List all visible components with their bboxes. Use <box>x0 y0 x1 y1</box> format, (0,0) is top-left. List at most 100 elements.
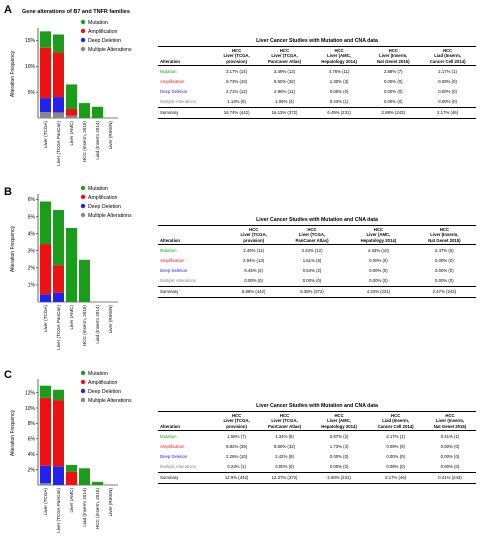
table-row: Amplification 9.73% (43) 8.60% (32) 1.30% (… <box>158 76 476 86</box>
table-row: Mutation 3.17% (14) 3.49% (13) 4.76% (11) 2.… <box>158 66 476 77</box>
table-cell: 0.00% (0) <box>435 257 454 263</box>
summary-cell: 2.17% (46) <box>419 106 476 119</box>
table-cell: 0.00% (0) <box>383 89 403 95</box>
bar-segment-mutation <box>79 468 90 485</box>
chart-c: Alteration Frequency 2% 4% 6% 8% 10% 12% Liver … <box>10 370 132 533</box>
y-tick-label: 6% <box>28 197 36 203</box>
y-tick-label: 5% <box>28 90 36 96</box>
bar-segment-amplification <box>53 52 64 98</box>
bar-segment-multiple <box>40 112 51 118</box>
legend-label: Deep Deletion <box>88 38 121 44</box>
table-cell: 1.73% (4) <box>329 443 349 449</box>
table-cell: 0.00% (0) <box>383 78 403 84</box>
y-tick-label: 4% <box>28 231 36 237</box>
table-cell: 1.30% (3) <box>329 78 349 84</box>
table-c: Liver Cancer Studies with Mutation and C… <box>158 403 476 485</box>
column-header: HCC Liver (AMC, Hepatology 2014) <box>310 46 368 67</box>
row-label: Mutation <box>160 433 177 439</box>
table-cell: 0.00% (0) <box>275 464 294 470</box>
legend-label: Deep Deletion <box>88 389 121 395</box>
table-row: Deep Deletion 0.45% (2) 0.54% (2) 0.00% (0)… <box>158 265 476 275</box>
bar-segment-amplification <box>53 400 64 467</box>
table-row: Multiple Alterations 0.23% (1) 0.00% (0) 0.… <box>158 462 476 473</box>
table-cell: 0.00% (0) <box>440 443 460 449</box>
table-cell: 1.13% (5) <box>227 99 246 105</box>
x-tick-label: Liver (RIKEN) <box>108 305 113 334</box>
row-label: Mutation <box>160 68 177 74</box>
x-tick-label: Liver (TCGA) <box>43 305 48 333</box>
x-tick-label: HCC (Inserm, 2015) <box>82 305 87 347</box>
row-label: Deep Deletion <box>160 268 188 274</box>
x-tick-label: Liver (TCGA) <box>43 488 48 516</box>
legend-label: Deep Deletion <box>88 204 121 210</box>
legend-marker <box>80 388 86 394</box>
legend-label: Mutation <box>88 371 108 377</box>
legend-marker <box>80 194 86 200</box>
bar-segment-amplification <box>40 47 51 99</box>
table-cell: 0.00% (0) <box>435 278 454 284</box>
column-header: HCC Liver (TCGA, provision) <box>215 46 259 67</box>
column-header: HCC Liad (Inserm, Cancer Cell 2014) <box>367 411 424 432</box>
table-cell: 0.41% (1) <box>440 433 460 439</box>
data-table: Alteration HCC Liver (TCGA, provision) HCC Li… <box>158 411 476 485</box>
table-cell: 0.00% (0) <box>369 278 388 284</box>
bar-segment-mutation <box>79 259 90 302</box>
table-cell: 0.00% (0) <box>440 454 460 460</box>
table-header-row: Alteration HCC Liver (TCGA, provision) HCC Li… <box>158 225 476 246</box>
column-header: HCC Liver (Inserm, Nat Genet 2015) <box>367 46 420 67</box>
legend-marker <box>80 370 86 376</box>
legend-label: Multiple Alterations <box>88 398 132 404</box>
table-cell: 2.47% (6) <box>435 247 454 253</box>
bar-segment-deep_deletion <box>40 465 51 484</box>
table-cell: 2.17% (1) <box>438 68 457 74</box>
summary-cell: 2.60% (231) <box>310 471 368 484</box>
bar-segment-mutation <box>66 227 77 302</box>
y-tick-label: 10% <box>25 64 36 70</box>
bar-segment-mutation <box>40 201 51 245</box>
y-axis-label: Alteration Frequency <box>10 225 16 272</box>
table-cell: 0.87% (2) <box>329 433 349 439</box>
data-table: Alteration HCC Liver (TCGA, provision) HCC Li… <box>158 46 476 120</box>
bar-segment-mutation <box>92 106 103 118</box>
table-cell: 4.33% (10) <box>367 247 389 253</box>
summary-cell: 4.33% (231) <box>344 285 413 298</box>
x-tick-label: Liad (Inserm 2014) <box>95 305 100 344</box>
panel-letter: C <box>4 369 12 381</box>
row-label: Amplification <box>160 78 185 84</box>
panel-b: B Alteration Frequency 1% 2% 3% 4% 5% 6% Liver … <box>0 182 484 365</box>
x-tick-label: Liver (AMC) <box>69 305 74 330</box>
summary-cell: 5.38% (372) <box>279 285 345 298</box>
table-cell: 2.88% (7) <box>383 68 403 74</box>
legend-label: Amplification <box>88 29 118 35</box>
figure-title: Gene alterations of B7 and TNFR families <box>22 9 130 15</box>
table-cell: 3.17% (14) <box>226 68 248 74</box>
table-cell: 2.96% (11) <box>274 89 295 95</box>
x-tick-label: Liver (AMC) <box>69 488 74 513</box>
x-tick-label: Liver (TCGA) <box>43 121 48 149</box>
legend-marker <box>80 19 86 25</box>
legend-marker <box>80 185 86 191</box>
y-tick-label: 6% <box>28 437 36 443</box>
bar-segment-mutation <box>53 210 64 266</box>
table-cell: 0.00% (0) <box>302 278 322 284</box>
x-tick-label: Liver (TCGA PanCan) <box>56 488 61 533</box>
column-header: HCC Liver (AMC, Hepatology 2014) <box>310 411 368 432</box>
row-label: Amplification <box>160 257 185 263</box>
table-cell: 3.49% (13) <box>274 68 296 74</box>
table-cell: 8.60% (32) <box>274 443 296 449</box>
y-tick-label: 10% <box>25 406 36 412</box>
summary-cell: 2.17% (46) <box>367 471 424 484</box>
bar-segment-multiple <box>66 115 77 118</box>
table-cell: 0.00% (0) <box>438 99 457 105</box>
row-label: Multiple Alterations <box>160 464 197 470</box>
y-tick-label: 5% <box>28 214 36 220</box>
y-tick-label: 12% <box>25 390 36 396</box>
table-cell: 0.45% (2) <box>244 268 263 274</box>
table-cell: 0.00% (0) <box>438 78 457 84</box>
x-tick-label: Liad (Inserm 2014) <box>95 121 100 160</box>
x-tick-label: HCC (Inserm, 2015) <box>95 488 100 530</box>
table-row: Mutation 2.49% (11) 3.23% (12) 4.33% (10) 2.… <box>158 245 476 256</box>
bar-segment-mutation <box>92 481 103 485</box>
table-row: Deep Deletion 2.26% (10) 2.42% (9) 0.00% (0… <box>158 451 476 461</box>
x-tick-label: Liver (AMC) <box>69 121 74 146</box>
